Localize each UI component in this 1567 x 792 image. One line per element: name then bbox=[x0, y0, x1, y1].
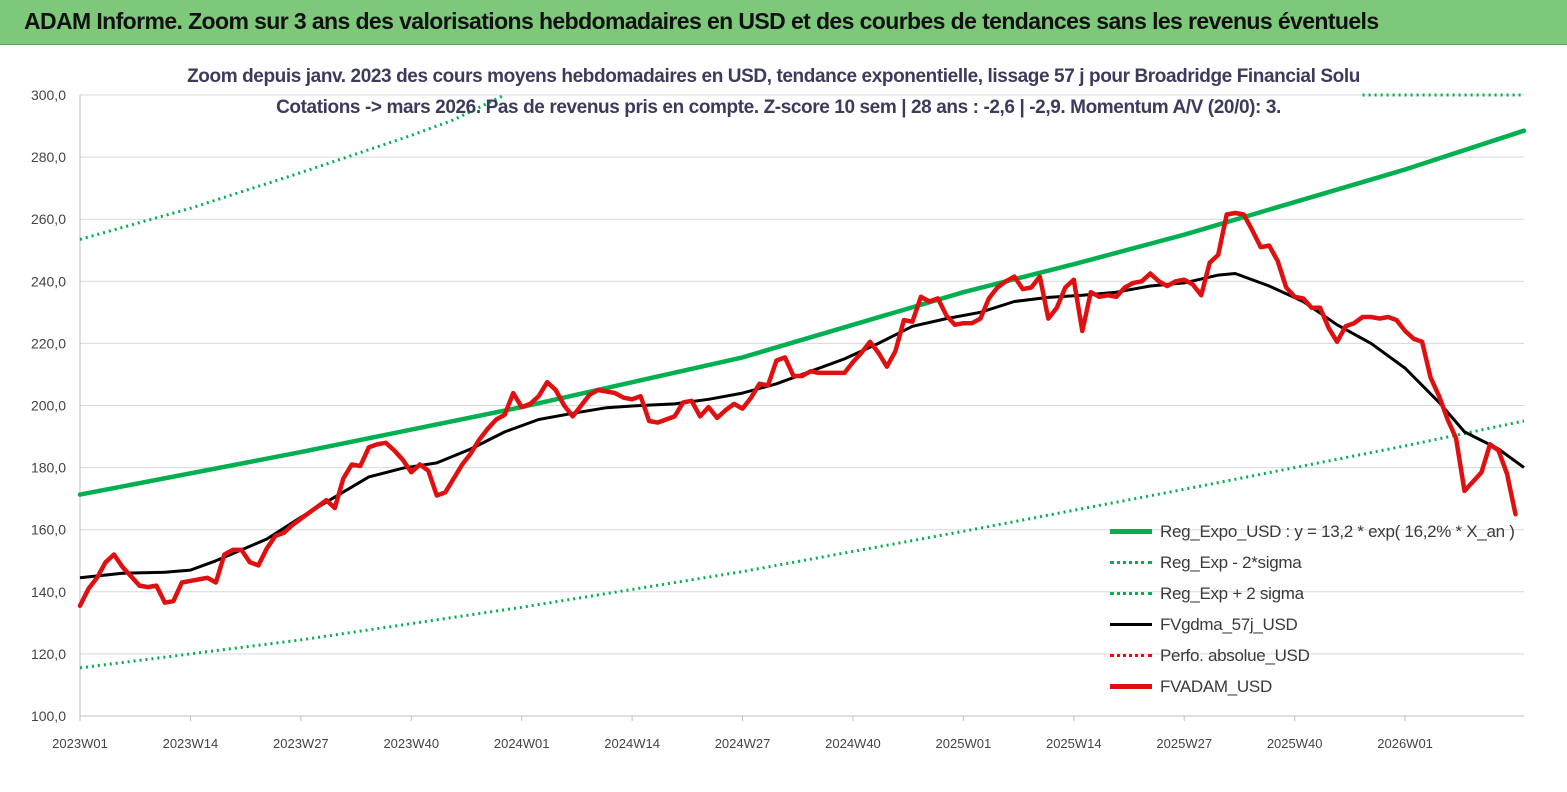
x-tick-label: 2025W40 bbox=[1267, 736, 1323, 751]
x-tick-label: 2025W14 bbox=[1046, 736, 1102, 751]
series-2-line bbox=[79, 93, 506, 241]
legend-item: FVgdma_57j_USD bbox=[1110, 609, 1530, 640]
x-tick-label: 2025W01 bbox=[936, 736, 992, 751]
legend-swatch bbox=[1110, 529, 1152, 534]
y-tick-label: 200,0 bbox=[31, 398, 66, 414]
y-tick-label: 140,0 bbox=[31, 584, 66, 600]
legend-item: Reg_Exp - 2*sigma bbox=[1110, 547, 1530, 578]
legend-swatch bbox=[1110, 561, 1152, 564]
legend-label: Reg_Expo_USD : y = 13,2 * exp( 16,2% * X… bbox=[1160, 521, 1515, 541]
y-tick-label: 180,0 bbox=[31, 460, 66, 476]
x-tick-label: 2023W40 bbox=[383, 736, 439, 751]
y-tick-label: 280,0 bbox=[31, 149, 66, 165]
y-tick-label: 300,0 bbox=[31, 87, 66, 103]
grid-lines bbox=[80, 94, 1524, 717]
series-1-line bbox=[79, 419, 1525, 670]
x-tick-label: 2023W01 bbox=[52, 736, 108, 751]
legend-label: FVgdma_57j_USD bbox=[1160, 614, 1298, 634]
y-tick-label: 100,0 bbox=[31, 708, 66, 724]
x-tick-label: 2026W01 bbox=[1377, 736, 1433, 751]
x-axis: 2023W01 2023W14 2023W27 2023W40 2024W01 2024W… bbox=[52, 715, 1524, 751]
y-tick-label: 260,0 bbox=[31, 211, 66, 227]
series-0-line bbox=[77, 128, 1527, 497]
chart-title: Zoom depuis janv. 2023 des cours moyens … bbox=[187, 66, 1360, 87]
report-title: ADAM Informe. Zoom sur 3 ans des valoris… bbox=[24, 8, 1379, 34]
x-tick-label: 2023W14 bbox=[163, 736, 219, 751]
x-tick-label: 2024W14 bbox=[604, 736, 660, 751]
legend-swatch bbox=[1110, 592, 1152, 595]
chart-subtitle: Cotations -> mars 2026. Pas de revenus p… bbox=[276, 97, 1281, 118]
legend-label: FVADAM_USD bbox=[1160, 676, 1272, 696]
x-tick-label: 2025W27 bbox=[1156, 736, 1212, 751]
legend-swatch bbox=[1110, 623, 1152, 626]
legend-swatch bbox=[1110, 684, 1152, 689]
series-5-line bbox=[77, 210, 1518, 609]
series-lines bbox=[77, 93, 1527, 670]
y-tick-label: 240,0 bbox=[31, 273, 66, 289]
y-tick-label: 120,0 bbox=[31, 646, 66, 662]
legend-swatch bbox=[1110, 654, 1152, 657]
x-tick-label: 2024W40 bbox=[825, 736, 881, 751]
legend-item: Perfo. absolue_USD bbox=[1110, 640, 1530, 671]
report-banner: ADAM Informe. Zoom sur 3 ans des valoris… bbox=[0, 0, 1567, 45]
legend-item: FVADAM_USD bbox=[1110, 671, 1530, 702]
legend-item: Reg_Exp + 2 sigma bbox=[1110, 578, 1530, 609]
legend-item: Reg_Expo_USD : y = 13,2 * exp( 16,2% * X… bbox=[1110, 516, 1530, 547]
x-tick-label: 2023W27 bbox=[273, 736, 329, 751]
y-axis: 100,0 120,0 140,0 160,0 180,0 200,0 220,0 240,0… bbox=[31, 87, 81, 724]
x-tick-label: 2024W01 bbox=[494, 736, 550, 751]
y-tick-label: 160,0 bbox=[31, 522, 66, 538]
legend-label: Reg_Exp - 2*sigma bbox=[1160, 552, 1302, 572]
y-tick-label: 220,0 bbox=[31, 335, 66, 351]
x-tick-label: 2024W27 bbox=[715, 736, 771, 751]
legend-label: Perfo. absolue_USD bbox=[1160, 645, 1310, 665]
chart-legend: Reg_Expo_USD : y = 13,2 * exp( 16,2% * X… bbox=[1110, 516, 1530, 702]
legend-label: Reg_Exp + 2 sigma bbox=[1160, 583, 1304, 603]
